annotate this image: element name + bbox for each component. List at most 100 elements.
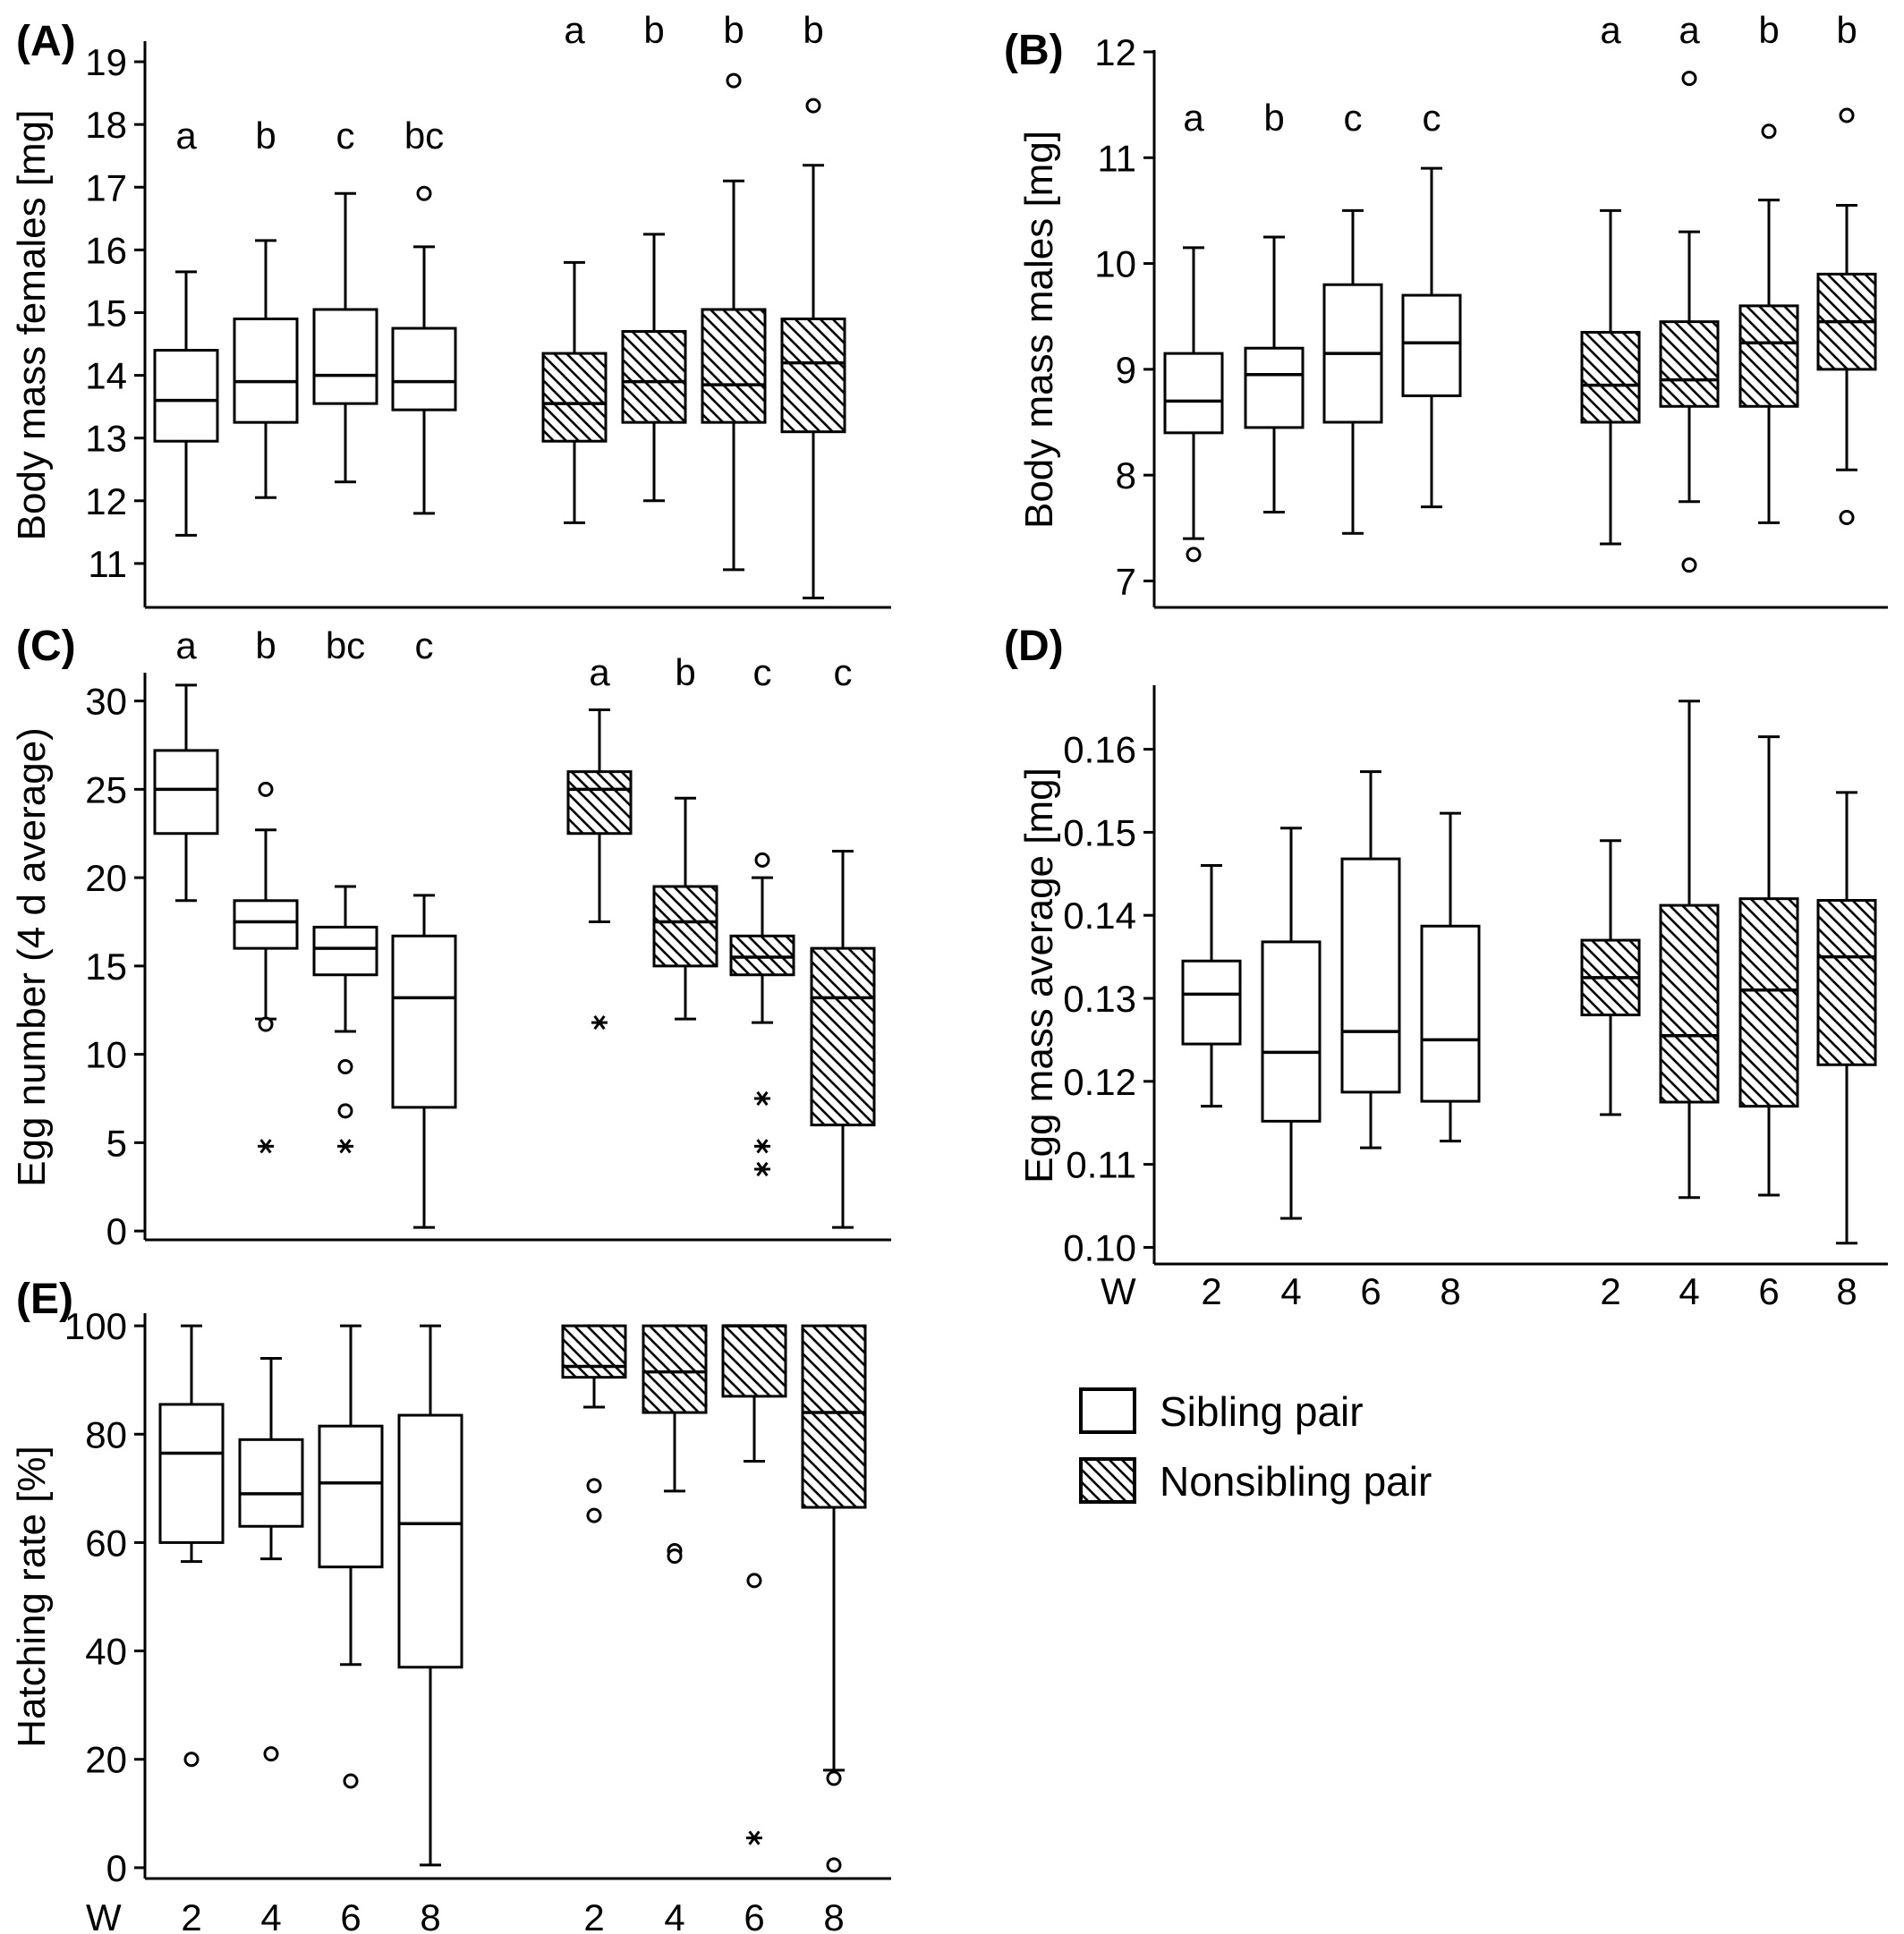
x-tick-label: 8 <box>1440 1270 1460 1312</box>
extreme-marker-stroke <box>756 1161 769 1177</box>
box-nonsibling-w4: a <box>1659 9 1720 573</box>
y-axis-title: Hatching rate [%] <box>10 1446 54 1748</box>
outlier-point <box>826 1770 842 1786</box>
box-body <box>391 934 457 1109</box>
x-tick-label: 6 <box>1758 1270 1779 1312</box>
box-body <box>397 1413 463 1669</box>
x-tick-label: 6 <box>340 1896 361 1934</box>
y-tick-label: 5 <box>106 1122 127 1164</box>
y-axis-title: Body mass males [mg] <box>1017 131 1061 529</box>
box-body <box>1163 352 1224 435</box>
y-tick-label: 17 <box>85 166 127 208</box>
extreme-marker-stroke <box>593 1014 606 1031</box>
box-nonsibling-w2: a <box>1580 9 1641 546</box>
box-sibling-w4: b <box>233 115 299 499</box>
x-tick-label: 8 <box>1836 1270 1857 1312</box>
box-sibling-w4 <box>1261 827 1322 1220</box>
panel-c: (C) 0 5 10 15 20 25 30 Egg number (4 d average) a… <box>10 623 891 1252</box>
box-body <box>312 308 378 405</box>
outlier-point <box>1681 71 1697 87</box>
box-sibling-w2: a <box>153 115 219 537</box>
box-nonsibling-w8 <box>801 1324 867 1873</box>
box-sibling-w4: b <box>233 624 299 1154</box>
y-tick-label: 0.10 <box>1063 1226 1136 1268</box>
significance-letter: c <box>415 624 434 666</box>
box-sibling-w8 <box>397 1324 463 1867</box>
legend-swatch-nonsibling <box>1079 1457 1136 1504</box>
x-tick-label: 2 <box>1600 1270 1620 1312</box>
extreme-point <box>754 1161 770 1177</box>
x-axis-labels-e: W 2 4 6 8 2 4 6 8 <box>86 1896 845 1934</box>
y-axis-title: Egg mass average [mg] <box>1017 768 1061 1183</box>
box-nonsibling-w8: c <box>810 651 876 1229</box>
y-tick-label: 80 <box>85 1413 127 1455</box>
y-tick-label: 12 <box>85 480 127 522</box>
outlier-point <box>1839 107 1855 123</box>
box-body <box>652 885 718 968</box>
panel-label: (D) <box>1004 623 1064 670</box>
box-body <box>541 352 608 443</box>
y-tick-label: 11 <box>1097 137 1136 179</box>
outlier-point <box>258 1016 274 1032</box>
box-sibling-w8: c <box>1401 97 1462 509</box>
panel-a: (A) 11 12 13 14 15 16 17 18 19 Body mass females [… <box>10 9 891 609</box>
box-body <box>780 317 846 434</box>
box-body <box>642 1324 708 1414</box>
y-tick-label: 0 <box>106 1847 127 1889</box>
box-body <box>238 1438 304 1528</box>
significance-letter: a <box>1679 9 1700 51</box>
box-body <box>233 899 299 950</box>
outlier-point <box>805 98 821 114</box>
significance-letter: bc <box>326 624 365 666</box>
legend: Sibling pair Nonsibling pair <box>1079 1387 1432 1505</box>
box-body <box>561 1324 627 1379</box>
panel-label: (C) <box>16 623 76 670</box>
outlier-point <box>1761 123 1777 140</box>
box-nonsibling-w4: b <box>621 9 687 503</box>
box-body <box>1659 903 1720 1104</box>
box-body <box>158 1403 225 1544</box>
box-nonsibling-w2: a <box>566 651 633 1031</box>
significance-letter: c <box>1344 97 1363 139</box>
x-tick-label: 8 <box>823 1896 844 1934</box>
extreme-point <box>337 1139 353 1154</box>
x-axis-labels-d: W 2 4 6 8 2 4 6 8 <box>1101 1270 1857 1312</box>
box-body <box>1340 857 1401 1094</box>
y-tick-label: 15 <box>85 946 127 988</box>
outlier-point <box>826 1857 842 1873</box>
box-sibling-w8 <box>1420 811 1481 1143</box>
outlier-point <box>667 1548 683 1565</box>
x-axis-prefix: W <box>1101 1270 1136 1312</box>
extreme-marker-stroke <box>756 1090 769 1107</box>
y-tick-label: 10 <box>1094 243 1136 285</box>
significance-letter: b <box>723 9 744 51</box>
x-tick-label: 2 <box>583 1896 604 1934</box>
y-tick-label: 8 <box>1116 454 1136 496</box>
y-tick-label: 11 <box>88 543 127 585</box>
significance-letter: a <box>1183 97 1204 139</box>
y-tick-label: 30 <box>85 681 127 723</box>
box-sibling-w8: bc <box>391 115 457 515</box>
box-nonsibling-w4 <box>1659 700 1720 1200</box>
box-nonsibling-w8: b <box>1816 9 1877 525</box>
y-tick-label: 0.13 <box>1063 978 1136 1020</box>
outlier-point <box>586 1507 602 1523</box>
box-body <box>801 1324 867 1509</box>
box-body <box>1401 293 1462 397</box>
significance-letter: b <box>643 9 664 51</box>
panel-label: (B) <box>1004 27 1064 74</box>
box-nonsibling-w6: b <box>701 9 767 572</box>
box-sibling-w6 <box>318 1324 384 1789</box>
y-tick-label: 20 <box>85 857 127 899</box>
y-tick-label: 0.12 <box>1063 1061 1136 1103</box>
outlier-point <box>258 781 274 797</box>
outlier-point <box>416 185 432 201</box>
significance-letter: bc <box>404 115 444 157</box>
x-tick-label: 4 <box>1679 1270 1699 1312</box>
box-body <box>233 317 299 424</box>
box-body <box>621 330 687 424</box>
box-sibling-w8: c <box>391 624 457 1229</box>
box-sibling-w2 <box>158 1324 225 1768</box>
outlier-point <box>1839 509 1855 525</box>
